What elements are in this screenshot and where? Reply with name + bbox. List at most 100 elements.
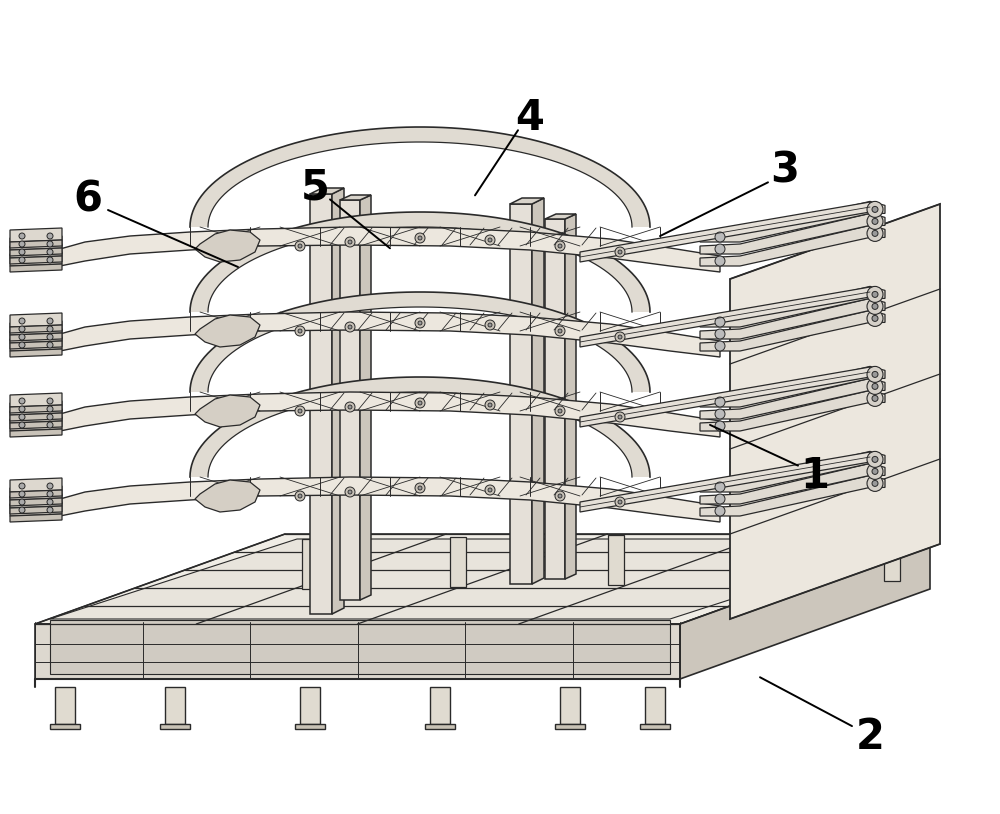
Circle shape [872,304,878,309]
Circle shape [715,506,725,516]
Circle shape [47,249,53,255]
Polygon shape [165,687,185,724]
Circle shape [872,291,878,297]
Polygon shape [295,724,325,729]
Polygon shape [10,256,62,264]
Circle shape [47,326,53,332]
Circle shape [418,321,422,325]
Polygon shape [700,391,885,431]
Circle shape [47,318,53,324]
Circle shape [715,329,725,339]
Circle shape [867,299,883,314]
Polygon shape [10,264,62,272]
Circle shape [348,490,352,494]
Polygon shape [645,687,665,724]
Circle shape [19,507,25,513]
Circle shape [19,491,25,497]
Circle shape [19,483,25,489]
Polygon shape [360,195,371,600]
Circle shape [615,497,625,507]
Circle shape [867,225,883,242]
Polygon shape [700,287,885,327]
Polygon shape [608,535,624,585]
Circle shape [47,342,53,348]
Polygon shape [425,724,455,729]
Circle shape [867,475,883,492]
Polygon shape [700,225,885,266]
Circle shape [19,334,25,340]
Polygon shape [10,494,62,508]
Circle shape [715,397,725,407]
Polygon shape [10,341,62,349]
Circle shape [555,326,565,336]
Circle shape [715,244,725,254]
Circle shape [488,323,492,327]
Polygon shape [195,480,260,512]
Polygon shape [300,687,320,724]
Text: 2: 2 [856,716,884,758]
Polygon shape [700,452,885,492]
Polygon shape [746,533,762,583]
Circle shape [715,482,725,492]
Polygon shape [340,200,360,600]
Polygon shape [10,236,62,250]
Text: 5: 5 [301,166,329,208]
Circle shape [872,480,878,487]
Polygon shape [310,188,344,194]
Circle shape [19,499,25,505]
Circle shape [615,332,625,342]
Circle shape [19,318,25,324]
Polygon shape [35,624,680,679]
Circle shape [555,241,565,251]
Circle shape [19,342,25,348]
Circle shape [47,257,53,263]
Polygon shape [190,127,650,227]
Circle shape [19,233,25,239]
Circle shape [295,241,305,251]
Circle shape [867,366,883,383]
Polygon shape [10,349,62,357]
Circle shape [555,491,565,501]
Polygon shape [10,421,62,429]
Polygon shape [10,244,62,258]
Circle shape [415,233,425,243]
Circle shape [47,422,53,428]
Circle shape [867,310,883,326]
Circle shape [558,329,562,333]
Circle shape [715,409,725,419]
Circle shape [295,406,305,416]
Polygon shape [700,213,885,254]
Polygon shape [10,337,62,351]
Polygon shape [10,401,62,415]
Polygon shape [195,230,260,262]
Polygon shape [310,194,332,614]
Circle shape [488,238,492,242]
Circle shape [872,315,878,322]
Polygon shape [10,498,62,506]
Circle shape [485,320,495,330]
Circle shape [558,244,562,248]
Polygon shape [565,214,576,579]
Circle shape [558,409,562,413]
Polygon shape [10,248,62,256]
Circle shape [418,486,422,490]
Polygon shape [580,287,870,347]
Polygon shape [160,724,190,729]
Polygon shape [545,219,565,579]
Polygon shape [10,313,62,327]
Circle shape [47,414,53,420]
Polygon shape [640,724,670,729]
Text: 4: 4 [516,97,544,139]
Circle shape [872,371,878,378]
Circle shape [558,494,562,498]
Polygon shape [10,417,62,431]
Polygon shape [560,687,580,724]
Circle shape [872,218,878,225]
Polygon shape [10,478,62,492]
Circle shape [867,213,883,230]
Circle shape [298,409,302,413]
Polygon shape [700,379,885,419]
Circle shape [348,325,352,329]
Polygon shape [332,188,344,614]
Circle shape [615,412,625,422]
